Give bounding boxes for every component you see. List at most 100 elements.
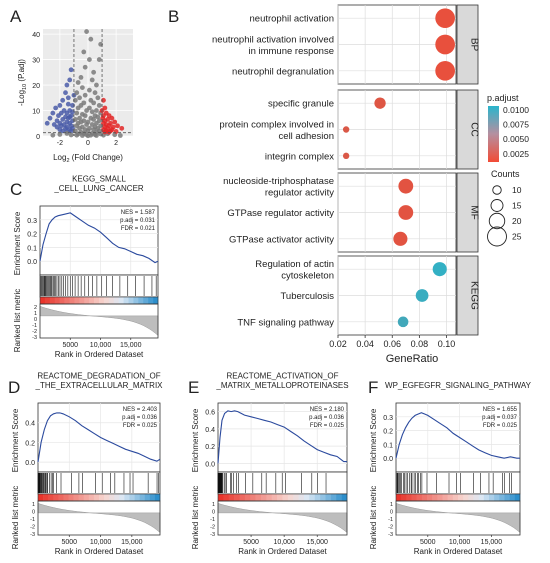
color-legend-tick: 0.0050: [503, 134, 529, 144]
volcano-point: [57, 132, 63, 137]
gsea-ytick-label: 0.0: [205, 461, 215, 468]
gsea-rank-colorbar-segment: [239, 494, 246, 501]
gsea-rank-colorbar-segment: [255, 494, 262, 501]
volcano-point: [58, 123, 64, 129]
panel-letter-c: C: [10, 180, 22, 199]
gsea-rank-colorbar-segment: [129, 494, 135, 501]
gsea-y-axis-label-c: Enrichment Score: [13, 211, 22, 275]
term-label: in immune response: [248, 46, 334, 57]
gsea-rank-colorbar-segment: [93, 494, 100, 501]
dotplot-point: [398, 205, 414, 220]
dotplot-point: [374, 97, 386, 109]
dotplot-point: [415, 289, 429, 302]
gsea-rank-colorbar-segment: [118, 297, 124, 304]
gsea-rank-colorbar-segment: [58, 494, 64, 501]
gsea-rank-colorbar-segment: [244, 494, 251, 501]
gsea-title-e: _MATRIX_METALLOPROTEINASES: [215, 381, 348, 390]
volcano-point: [77, 115, 82, 121]
volcano-point: [82, 64, 88, 70]
gsea-xtick-label: 15,000: [120, 342, 142, 349]
gsea-ytick-label: 0.3: [27, 218, 37, 225]
color-legend-title: p.adjust: [487, 93, 519, 103]
gsea-rank-colorbar-segment: [271, 494, 278, 501]
volcano-ytick-label: 30: [32, 58, 40, 65]
gsea-metric-axis-label-d: Ranked list metric: [11, 486, 20, 550]
volcano-point: [109, 115, 115, 121]
gsea-rank-colorbar-segment: [63, 494, 69, 501]
gsea-rank-colorbar-segment: [119, 494, 125, 501]
volcano-x-axis-label: Log2 (Fold Change): [53, 153, 123, 164]
volcano-point: [96, 103, 102, 108]
term-label: regulator activity: [265, 187, 334, 198]
gsea-metric-tick: -1: [32, 323, 37, 329]
gsea-stat-e: p.adj = 0.036: [309, 415, 345, 421]
gsea-rank-colorbar-segment: [432, 494, 438, 501]
gsea-metric-tick: -1: [388, 517, 393, 523]
gsea-rank-colorbar-segment: [89, 297, 95, 304]
gsea-rank-colorbar-segment: [94, 297, 100, 304]
volcano-point: [81, 49, 87, 55]
volcano-point: [75, 80, 81, 85]
gsea-rank-colorbar-segment: [468, 494, 474, 501]
gsea-ytick-label: 0.2: [205, 444, 215, 451]
term-label: neutrophil activation involved: [212, 34, 334, 45]
volcano-point: [79, 85, 85, 90]
volcano-ytick-label: 0: [36, 134, 40, 141]
y-axis-label-part: -Log: [17, 90, 26, 106]
gsea-ranked-metric-area-c: [39, 305, 159, 337]
gsea-rank-colorbar-segment: [314, 494, 321, 501]
term-label: GTPase regulator activity: [227, 208, 334, 219]
dotplot-x-axis-label: GeneRatio: [386, 353, 439, 365]
gsea-xtick-label: 10,000: [90, 342, 112, 349]
dotplot-facet-strip: [456, 4, 479, 85]
gsea-rank-colorbar-segment: [447, 494, 454, 501]
gsea-stat-c: FDR = 0.021: [121, 226, 156, 232]
gsea-rank-colorbar-segment: [234, 494, 240, 501]
gsea-rank-colorbar-segment: [49, 297, 56, 304]
volcano-point: [92, 90, 98, 96]
volcano-point: [96, 57, 102, 62]
gsea-stat-c: NES = 1.587: [121, 210, 156, 216]
dotplot-facet-strip: [456, 172, 479, 253]
gsea-rank-colorbar-segment: [73, 494, 79, 501]
gsea-rank-colorbar-segment: [88, 494, 95, 501]
volcano-xtick-label: -2: [57, 140, 63, 147]
size-legend-circle: [492, 185, 502, 195]
x-axis-label-part: (Fold Change): [70, 153, 124, 162]
volcano-ytick-label: 20: [32, 83, 40, 90]
gsea-metric-tick: 2: [34, 305, 37, 311]
gsea-y-axis-label-e: Enrichment Score: [191, 408, 200, 472]
term-label: GTPase activator activity: [229, 234, 334, 245]
gsea-x-axis-label-e: Rank in Ordered Dataset: [238, 547, 327, 556]
gsea-rank-colorbar-segment: [218, 494, 224, 501]
gsea-metric-axis-label-f: Ranked list metric: [369, 486, 378, 550]
gsea-stat-f: NES = 1.655: [483, 407, 518, 413]
gsea-es-panel-d: [37, 402, 161, 473]
y-axis-label-part: (P.adj): [17, 59, 26, 84]
gsea-ytick-label: 0.0: [27, 259, 37, 266]
volcano-point: [100, 115, 106, 121]
gsea-rank-colorbar-segment: [330, 494, 337, 501]
gsea-xtick-label: 15,000: [481, 539, 503, 546]
gsea-stat-d: p.adj = 0.036: [122, 415, 158, 421]
gsea-rank-colorbar-segment: [59, 297, 65, 304]
gsea-rank-colorbar-segment: [123, 297, 129, 304]
dotplot-point: [398, 178, 414, 194]
volcano-point: [94, 133, 99, 138]
gsea-xtick-label: 10,000: [90, 539, 112, 546]
gsea-ytick-label: 0.2: [25, 440, 35, 447]
gsea-rank-colorbar-segment: [442, 494, 448, 501]
size-legend-circle: [487, 226, 507, 247]
volcano-point: [119, 125, 125, 131]
gsea-rank-colorbar-segment: [38, 494, 44, 501]
gsea-rank-colorbar-segment: [44, 297, 51, 304]
gsea-ytick-label: 0.4: [25, 421, 35, 428]
gsea-stat-e: NES = 2.180: [310, 407, 345, 413]
volcano-point: [63, 90, 68, 96]
gsea-stat-d: FDR = 0.025: [123, 423, 158, 429]
gsea-rank-colorbar-segment: [48, 494, 54, 501]
gsea-title-c: _CELL_LUNG_CANCER: [53, 184, 144, 193]
gsea-rank-colorbar-segment: [478, 494, 485, 501]
gsea-rank-colorbar-segment: [84, 297, 90, 304]
